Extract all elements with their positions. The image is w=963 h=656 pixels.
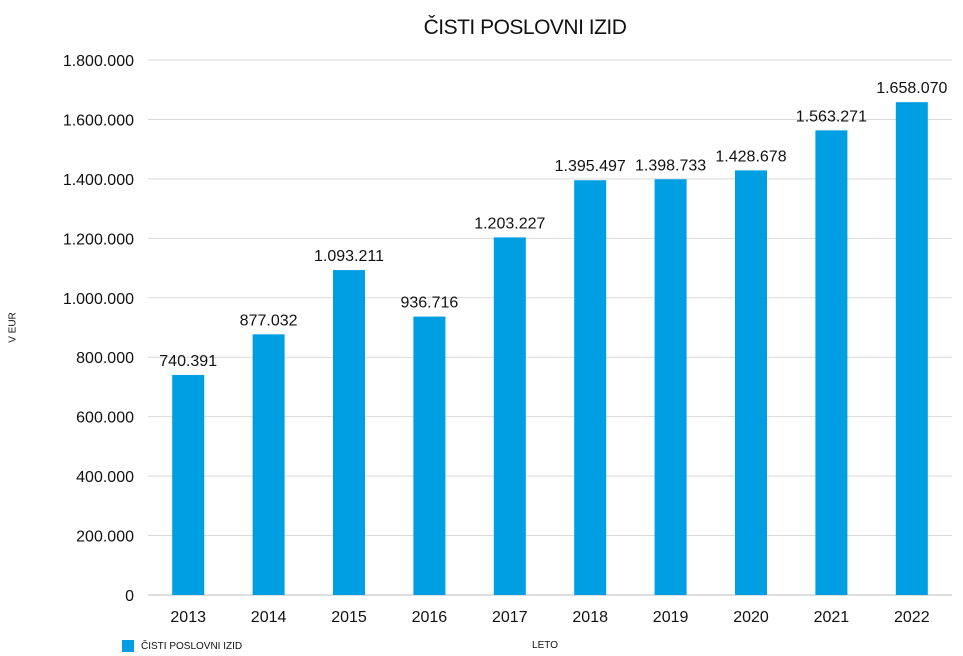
x-tick-label: 2021 (814, 609, 850, 626)
y-tick-label: 800.000 (76, 350, 134, 367)
y-tick-label: 1.800.000 (63, 53, 134, 70)
bar (815, 130, 848, 595)
legend: ČISTI POSLOVNI IZID (122, 640, 242, 652)
bar (735, 170, 767, 595)
x-tick-label: 2018 (572, 609, 608, 626)
data-label: 1.563.271 (796, 108, 867, 125)
x-tick-label: 2022 (894, 609, 930, 626)
legend-swatch (122, 640, 134, 652)
data-label: 877.032 (240, 312, 298, 329)
x-tick-label: 2016 (412, 609, 448, 626)
x-tick-label: 2013 (170, 609, 206, 626)
data-label: 936.716 (400, 295, 458, 312)
x-tick-label: 2020 (733, 609, 769, 626)
bar (172, 374, 205, 595)
bar (252, 334, 285, 595)
data-label: 1.395.497 (555, 158, 626, 175)
data-label: 1.398.733 (635, 157, 706, 174)
legend-label: ČISTI POSLOVNI IZID (141, 640, 243, 652)
y-tick-label: 1.200.000 (63, 231, 134, 248)
bar (493, 237, 526, 595)
y-tick-label: 1.000.000 (63, 291, 134, 308)
y-axis-label: V EUR (7, 312, 19, 343)
bar (574, 180, 607, 595)
x-tick-label: 2015 (331, 609, 367, 626)
data-label: 740.391 (159, 353, 217, 370)
x-axis-label: LETO (532, 640, 558, 651)
data-label: 1.658.070 (876, 80, 947, 97)
y-tick-label: 200.000 (76, 529, 134, 546)
y-tick-label: 400.000 (76, 469, 134, 486)
x-tick-label: 2014 (251, 609, 287, 626)
data-label: 1.203.227 (474, 215, 545, 232)
chart-title: ČISTI POSLOVNI IZID (423, 16, 627, 39)
bar (333, 270, 365, 595)
data-label: 1.093.211 (314, 248, 384, 265)
bar (895, 102, 928, 595)
data-label: 1.428.678 (715, 148, 786, 165)
x-tick-label: 2019 (653, 609, 689, 626)
y-tick-label: 0 (125, 588, 134, 605)
bar (413, 316, 446, 595)
y-tick-label: 1.600.000 (63, 112, 134, 129)
x-tick-label: 2017 (492, 609, 528, 626)
bar (654, 179, 687, 595)
y-tick-label: 1.400.000 (63, 172, 134, 189)
y-tick-label: 600.000 (76, 410, 134, 427)
